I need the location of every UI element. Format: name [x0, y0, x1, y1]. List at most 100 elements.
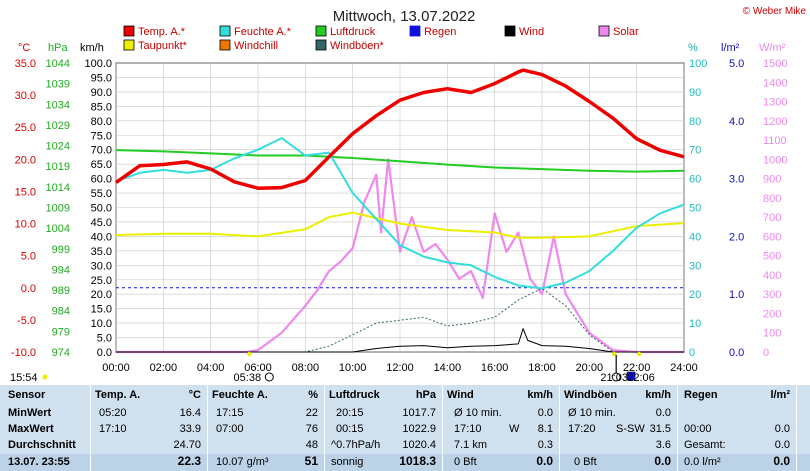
x-tick: 22:00: [623, 362, 651, 374]
hpa-tick: 974: [52, 347, 70, 359]
hpa-unit-label: hPa: [48, 42, 68, 54]
legend-label: Luftdruck: [330, 26, 376, 38]
humidity-min-time: 17:15: [216, 407, 244, 419]
wind-line: [116, 328, 684, 353]
pct-tick: 0: [689, 347, 695, 359]
rain-total: 0.0: [774, 439, 790, 451]
sun-icon: [42, 374, 48, 380]
rain-time: 00:00: [684, 423, 712, 435]
x-tick: 08:00: [292, 362, 320, 374]
gusts-header: Windböen: [564, 389, 618, 401]
x-tick: 12:00: [386, 362, 414, 374]
kmh-tick: 65.0: [91, 159, 112, 171]
maxwert-label: MaxWert: [8, 423, 54, 435]
pct-tick: 30: [689, 260, 701, 272]
solar-tick: 600: [763, 231, 781, 243]
pressure-max-time: 00:15: [336, 423, 364, 435]
hpa-tick: 1004: [46, 223, 70, 235]
kmh-tick: 55.0: [91, 188, 112, 200]
legend-label: Wind: [519, 26, 544, 38]
kmh-tick: 5.0: [97, 333, 112, 345]
pct-tick: 50: [689, 203, 701, 215]
solar-tick: 0: [763, 347, 769, 359]
rain-header: Regen: [684, 389, 718, 401]
solar-tick: 700: [763, 212, 781, 224]
rain-unit-label: l/m²: [721, 42, 740, 54]
solar-tick: 100: [763, 328, 781, 340]
pressure-min: 1017.7: [402, 407, 436, 419]
kmh-tick: 70.0: [91, 145, 112, 157]
pct-tick: 20: [689, 289, 701, 301]
temp-tick: 10.0: [15, 219, 36, 231]
x-tick: 20:00: [576, 362, 604, 374]
temp-max-time: 17:10: [99, 423, 127, 435]
temp-min-time: 05:20: [99, 407, 127, 419]
dewpoint-line: [115, 211, 685, 239]
solar-tick: 1000: [763, 154, 787, 166]
kmh-tick: 35.0: [91, 246, 112, 258]
legend-label: Windchill: [234, 40, 278, 52]
x-tick: 02:00: [150, 362, 178, 374]
kmh-tick: 50.0: [91, 203, 112, 215]
copyright-label: © Weber Mike: [743, 6, 807, 17]
x-tick: 00:00: [102, 362, 130, 374]
legend-swatch: [409, 25, 421, 37]
hpa-tick: 1039: [46, 79, 70, 91]
kmh-tick: 15.0: [91, 304, 112, 316]
hpa-tick: 1029: [46, 120, 70, 132]
temp-tick: 15.0: [15, 186, 36, 198]
solar-tick: 300: [763, 289, 781, 301]
temp-tick: 5.0: [21, 251, 36, 263]
humidity-min: 22: [305, 407, 318, 419]
gusts-max-time: 17:20: [568, 423, 596, 435]
moon-icon: [626, 371, 636, 381]
humidity-unit: %: [308, 389, 318, 401]
col-sensor: Sensor MinWert MaxWert Durchschnitt 13.0…: [0, 385, 90, 471]
legend-label: Regen: [424, 26, 456, 38]
pct-tick: 10: [689, 318, 701, 330]
humidity-max: 76: [305, 423, 318, 435]
x-tick: 18:00: [528, 362, 556, 374]
kmh-tick: 40.0: [91, 231, 112, 243]
col-temp: Temp. A. °C 05:20 16.4 17:10 33.9 24.70 …: [91, 385, 207, 471]
temp-tick: 25.0: [15, 122, 36, 134]
temp-avg: 24.70: [173, 439, 201, 451]
wind-unit: km/h: [527, 389, 553, 401]
wind-avg10-label: Ø 10 min.: [454, 407, 502, 419]
legend-swatch: [123, 25, 135, 37]
rain-tick: 0.0: [729, 347, 744, 359]
temp-tick: 0.0: [21, 283, 36, 295]
x-tick: 24:00: [670, 362, 698, 374]
legend-label: Solar: [613, 26, 639, 38]
rain-tick: 5.0: [729, 58, 744, 70]
hpa-tick: 984: [52, 306, 70, 318]
col-rain: Regen l/m² 00:00 0.0 Gesamt: 0.0 0.0 l/m…: [678, 385, 796, 471]
kmh-tick: 20.0: [91, 289, 112, 301]
pressure-trend: ^0.7hPa/h: [331, 439, 381, 451]
day-length-label: 15:54: [10, 372, 38, 384]
minwert-label: MinWert: [8, 407, 52, 419]
rain-tick: 3.0: [729, 174, 744, 186]
pressure-header: Luftdruck: [329, 389, 380, 401]
plot-area: [114, 68, 685, 354]
solar-line: [116, 158, 684, 354]
pct-tick: 70: [689, 145, 701, 157]
solar-tick: 500: [763, 251, 781, 263]
humidity-absolute: 10.07 g/m³: [216, 456, 269, 468]
legend-swatch: [315, 25, 327, 37]
wind-beaufort: 0 Bft: [454, 456, 477, 468]
grid: [115, 62, 685, 353]
sunrise-marker: [247, 351, 252, 357]
x-tick: 10:00: [339, 362, 367, 374]
temp-min: 16.4: [179, 407, 201, 419]
hpa-tick: 999: [52, 244, 70, 256]
rain-hour: 0.0: [774, 423, 790, 435]
pct-unit-label: %: [688, 42, 698, 54]
pct-tick: 60: [689, 174, 701, 186]
moon-marker: [636, 351, 642, 357]
kmh-tick: 80.0: [91, 116, 112, 128]
rain-current: 0.0: [773, 454, 790, 468]
kmh-tick: 90.0: [91, 87, 112, 99]
humidity-header: Feuchte A.: [212, 389, 268, 401]
solar-tick: 1200: [763, 116, 787, 128]
